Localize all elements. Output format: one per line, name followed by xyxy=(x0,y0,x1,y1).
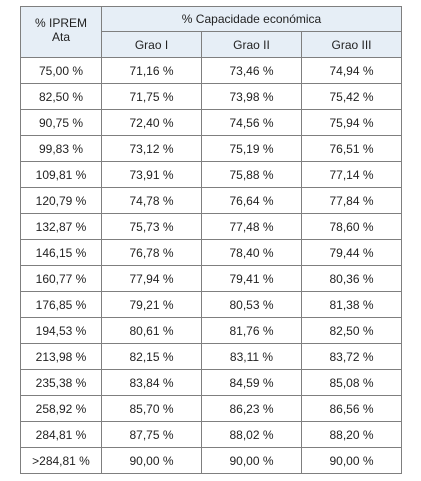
iprem-column-header: % IPREM Ata xyxy=(20,6,102,58)
grade-2-cell: 73,46 % xyxy=(201,57,302,84)
iprem-header-line2: Ata xyxy=(51,30,70,44)
grade-2-cell: 77,48 % xyxy=(201,213,302,240)
grade-1-header: Grao I xyxy=(101,31,202,58)
grade-3-cell: 80,36 % xyxy=(300,265,403,292)
grade-1-cell: 80,61 % xyxy=(101,317,202,344)
table-row: 235,38 % 83,84 % 84,59 % 85,08 % xyxy=(20,369,403,396)
grade-2-cell: 76,64 % xyxy=(201,187,302,214)
iprem-cell: 194,53 % xyxy=(20,317,102,344)
grade-1-cell: 73,91 % xyxy=(101,161,202,188)
table-row: 90,75 % 72,40 % 74,56 % 75,94 % xyxy=(20,109,403,136)
grade-3-cell: 82,50 % xyxy=(300,317,403,344)
iprem-cell: 132,87 % xyxy=(20,213,102,240)
grade-2-cell: 84,59 % xyxy=(201,369,302,396)
grade-1-cell: 83,84 % xyxy=(101,369,202,396)
grade-3-cell: 76,51 % xyxy=(300,135,403,162)
grade-3-cell: 86,56 % xyxy=(300,395,403,422)
grade-3-cell: 77,14 % xyxy=(300,161,403,188)
iprem-cell: 90,75 % xyxy=(20,109,102,136)
grade-2-cell: 78,40 % xyxy=(201,239,302,266)
grade-3-cell: 85,08 % xyxy=(300,369,403,396)
grade-3-cell: 90,00 % xyxy=(300,447,403,474)
grade-3-header: Grao III xyxy=(300,31,403,58)
table-row: 194,53 % 80,61 % 81,76 % 82,50 % xyxy=(20,317,403,344)
grade-2-cell: 75,88 % xyxy=(201,161,302,188)
table-row: 176,85 % 79,21 % 80,53 % 81,38 % xyxy=(20,291,403,318)
grade-1-cell: 85,70 % xyxy=(101,395,202,422)
iprem-cell: 160,77 % xyxy=(20,265,102,292)
iprem-capacity-table: % IPREM Ata % Capacidade económica Grao … xyxy=(20,6,403,474)
grade-2-cell: 90,00 % xyxy=(201,447,302,474)
iprem-cell: 284,81 % xyxy=(20,421,102,448)
table-row: 284,81 % 87,75 % 88,02 % 88,20 % xyxy=(20,421,403,448)
grade-1-cell: 77,94 % xyxy=(101,265,202,292)
table-row: 258,92 % 85,70 % 86,23 % 86,56 % xyxy=(20,395,403,422)
capacity-group-header: % Capacidade económica xyxy=(100,6,403,32)
iprem-cell: 213,98 % xyxy=(20,343,102,370)
table-row: 160,77 % 77,94 % 79,41 % 80,36 % xyxy=(20,265,403,292)
grade-1-cell: 71,16 % xyxy=(101,57,202,84)
table-row: 120,79 % 74,78 % 76,64 % 77,84 % xyxy=(20,187,403,214)
grade-3-cell: 75,94 % xyxy=(300,109,403,136)
table-row: 213,98 % 82,15 % 83,11 % 83,72 % xyxy=(20,343,403,370)
grade-2-cell: 79,41 % xyxy=(201,265,302,292)
grade-2-header: Grao II xyxy=(201,31,302,58)
iprem-cell: 146,15 % xyxy=(20,239,102,266)
grade-1-cell: 75,73 % xyxy=(101,213,202,240)
grade-3-cell: 83,72 % xyxy=(300,343,403,370)
table-body: 75,00 % 71,16 % 73,46 % 74,94 % 82,50 % 71,75… xyxy=(20,57,403,474)
iprem-cell: 99,83 % xyxy=(20,135,102,162)
iprem-cell: 120,79 % xyxy=(20,187,102,214)
grade-1-cell: 87,75 % xyxy=(101,421,202,448)
grade-2-cell: 80,53 % xyxy=(201,291,302,318)
grade-3-cell: 77,84 % xyxy=(300,187,403,214)
grade-2-cell: 73,98 % xyxy=(201,83,302,110)
iprem-header-line1: % IPREM xyxy=(34,16,87,30)
grade-1-cell: 71,75 % xyxy=(101,83,202,110)
table-row: 109,81 % 73,91 % 75,88 % 77,14 % xyxy=(20,161,403,188)
grade-2-cell: 81,76 % xyxy=(201,317,302,344)
grade-1-cell: 79,21 % xyxy=(101,291,202,318)
table-header: % IPREM Ata % Capacidade económica Grao … xyxy=(20,6,403,58)
grade-3-cell: 79,44 % xyxy=(300,239,403,266)
grade-2-cell: 74,56 % xyxy=(201,109,302,136)
grade-1-cell: 76,78 % xyxy=(101,239,202,266)
grade-3-cell: 78,60 % xyxy=(300,213,403,240)
iprem-cell: 235,38 % xyxy=(20,369,102,396)
grade-1-cell: 72,40 % xyxy=(101,109,202,136)
table-row: 75,00 % 71,16 % 73,46 % 74,94 % xyxy=(20,57,403,84)
grade-1-cell: 73,12 % xyxy=(101,135,202,162)
iprem-cell: 75,00 % xyxy=(20,57,102,84)
grade-1-cell: 82,15 % xyxy=(101,343,202,370)
grade-2-cell: 83,11 % xyxy=(201,343,302,370)
grade-3-cell: 81,38 % xyxy=(300,291,403,318)
grade-3-cell: 74,94 % xyxy=(300,57,403,84)
iprem-cell: >284,81 % xyxy=(20,447,102,474)
grade-2-cell: 88,02 % xyxy=(201,421,302,448)
table-row: 82,50 % 71,75 % 73,98 % 75,42 % xyxy=(20,83,403,110)
grade-3-cell: 88,20 % xyxy=(300,421,403,448)
iprem-cell: 109,81 % xyxy=(20,161,102,188)
grade-1-cell: 90,00 % xyxy=(101,447,202,474)
header-row-group: % IPREM Ata % Capacidade económica xyxy=(20,6,403,58)
grade-2-cell: 75,19 % xyxy=(201,135,302,162)
table-row: 99,83 % 73,12 % 75,19 % 76,51 % xyxy=(20,135,403,162)
table-row: >284,81 % 90,00 % 90,00 % 90,00 % xyxy=(20,447,403,474)
grade-2-cell: 86,23 % xyxy=(201,395,302,422)
table-row: 146,15 % 76,78 % 78,40 % 79,44 % xyxy=(20,239,403,266)
grade-3-cell: 75,42 % xyxy=(300,83,403,110)
iprem-cell: 82,50 % xyxy=(20,83,102,110)
header-row-grades: Grao I Grao II Grao III xyxy=(21,31,403,58)
grade-1-cell: 74,78 % xyxy=(101,187,202,214)
iprem-cell: 176,85 % xyxy=(20,291,102,318)
table-row: 132,87 % 75,73 % 77,48 % 78,60 % xyxy=(20,213,403,240)
iprem-cell: 258,92 % xyxy=(20,395,102,422)
